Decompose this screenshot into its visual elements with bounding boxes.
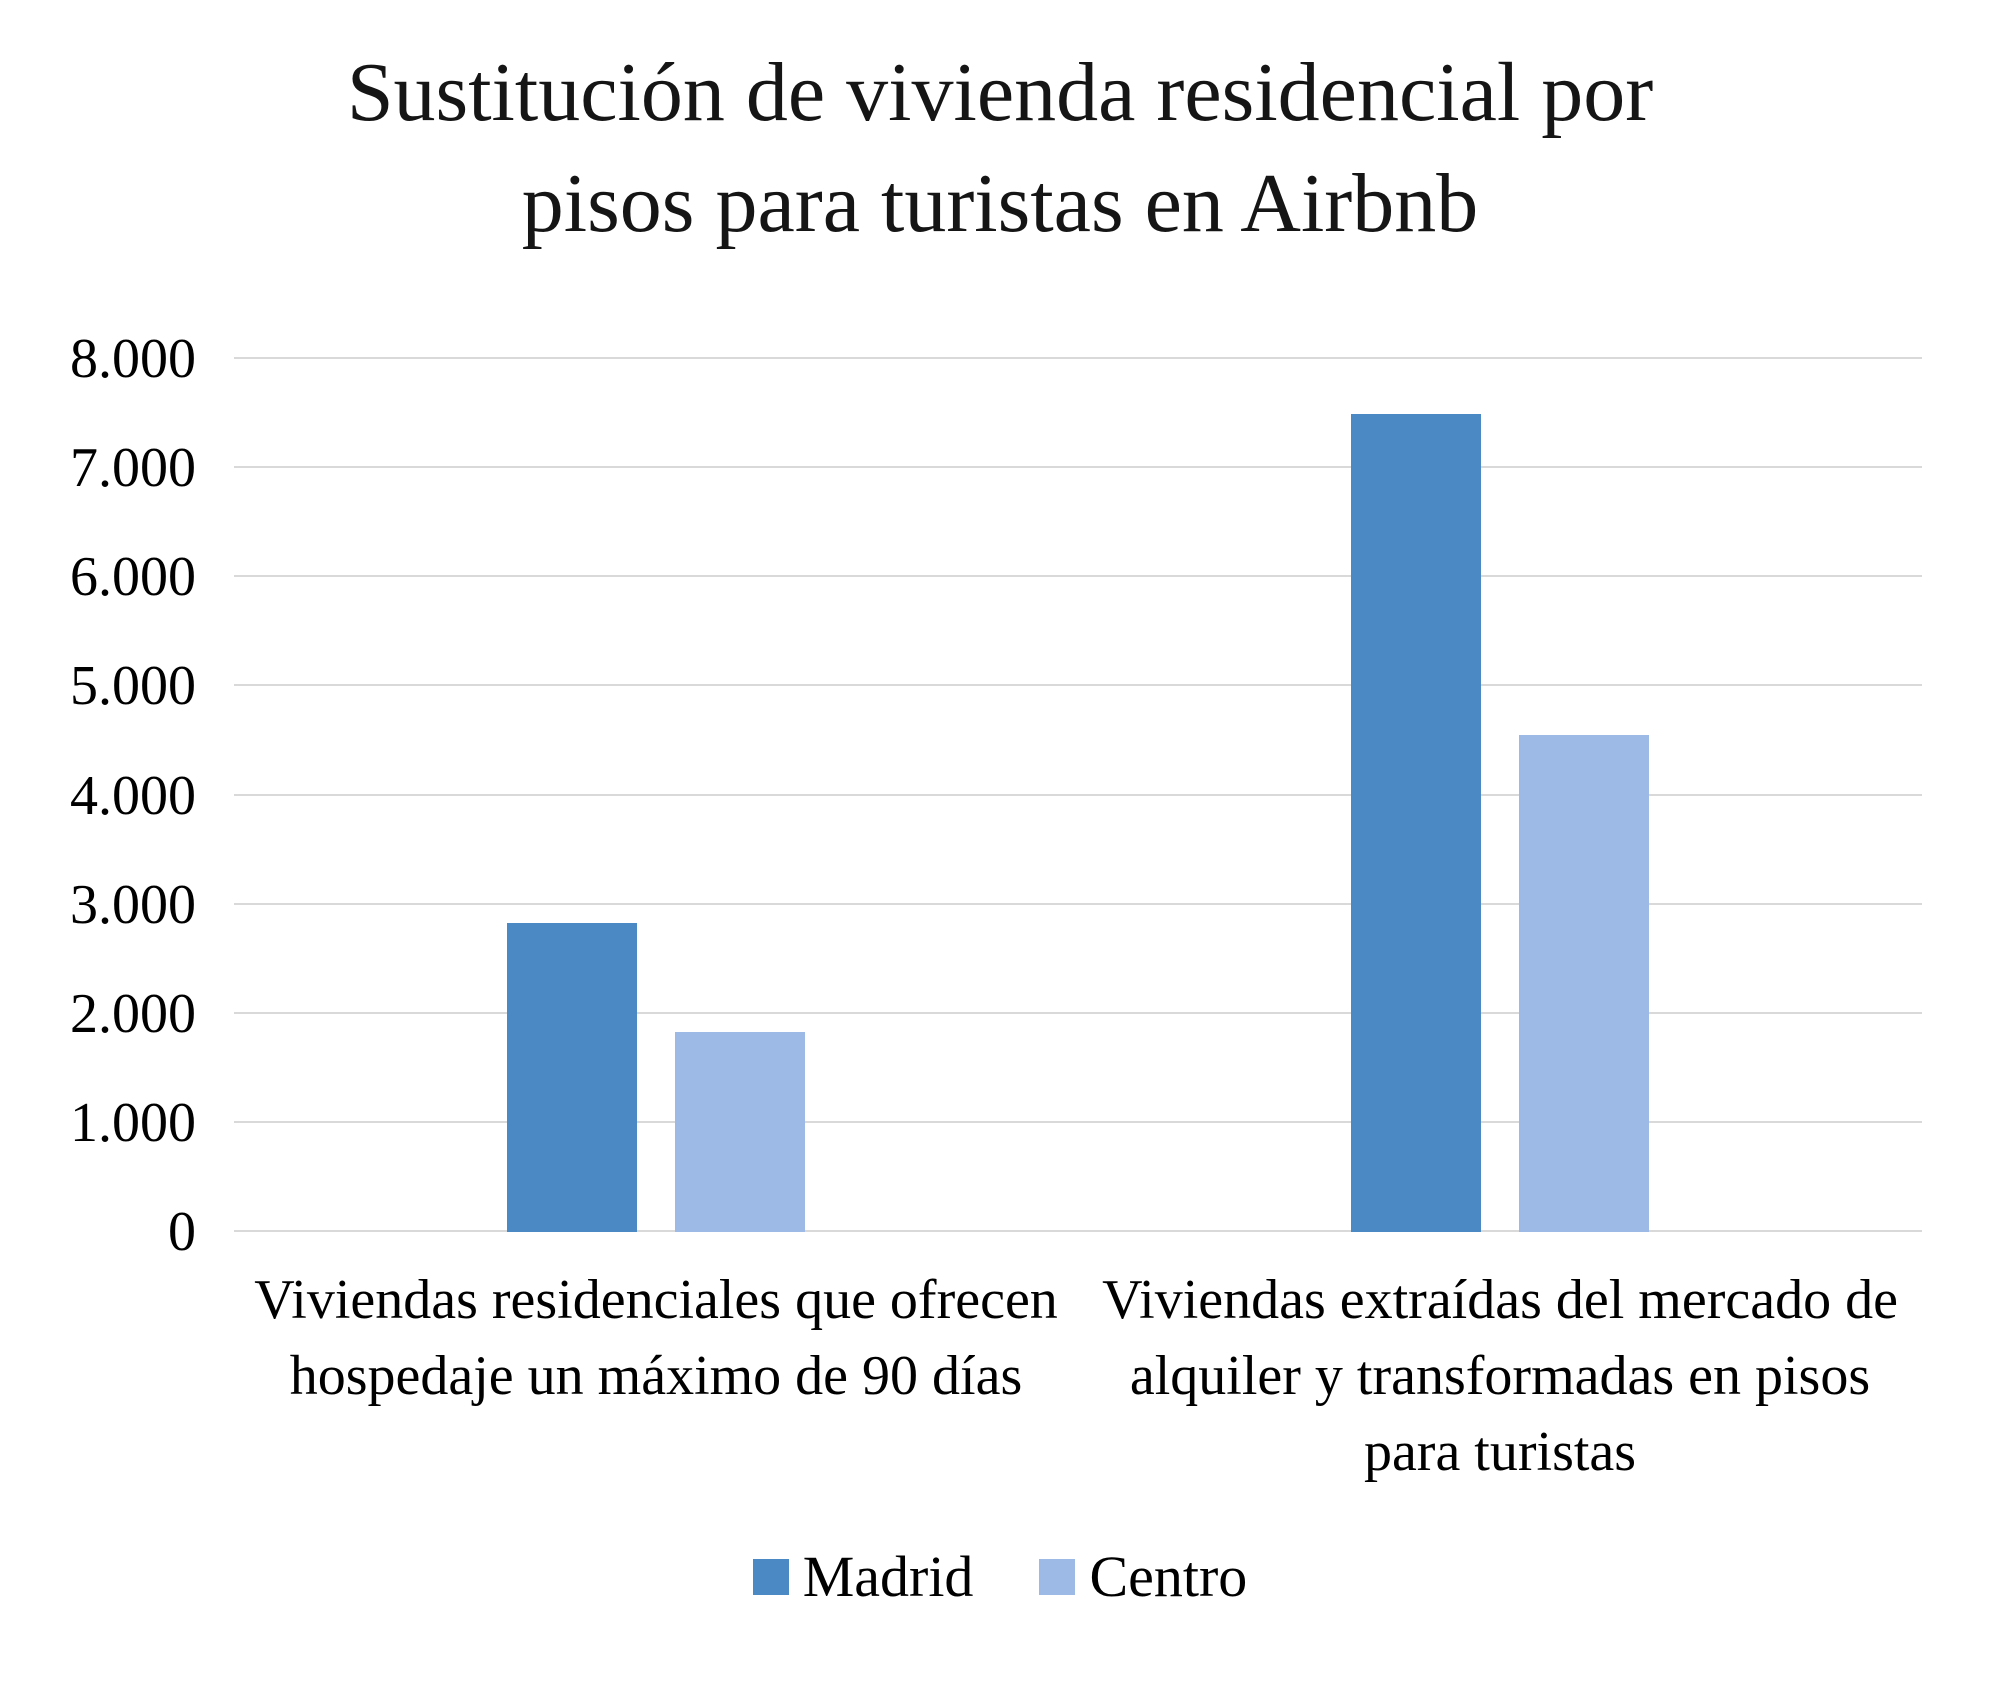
legend-item-centro: Centro (1039, 1548, 1247, 1606)
gridline-7000 (234, 466, 1922, 469)
bar-group-1 (234, 359, 1078, 1232)
y-axis: 0 1.000 2.000 3.000 4.000 5.000 6.000 7.… (0, 331, 204, 1260)
plot-area (234, 357, 1922, 1232)
y-tick-label: 7.000 (70, 437, 196, 500)
x-axis: Viviendas residenciales que ofrecen hosp… (234, 1262, 1922, 1490)
y-tick-label: 5.000 (70, 655, 196, 718)
legend-label-centro: Centro (1089, 1544, 1248, 1609)
legend-item-madrid: Madrid (752, 1544, 974, 1609)
legend: Madrid Centro (0, 1548, 2000, 1606)
chart-title-line-2: pisos para turistas en Airbnb (521, 156, 1479, 250)
y-tick-label: 6.000 (70, 546, 196, 609)
gridline-3000 (234, 902, 1922, 905)
x-category-label-1: Viviendas residenciales que ofrecen hosp… (254, 1269, 1058, 1408)
x-category-label-2: Viviendas extraídas del mercado de alqui… (1102, 1269, 1898, 1484)
chart-title-line-1: Sustitución de vivienda residencial por (346, 46, 1654, 139)
y-tick-label: 2.000 (70, 982, 196, 1045)
legend-swatch-centro (1039, 1559, 1076, 1595)
bar-madrid-category-1 (507, 923, 637, 1232)
gridline-4000 (234, 793, 1922, 796)
gridline-1000 (234, 1120, 1922, 1123)
gridline-0 (234, 1230, 1922, 1232)
legend-swatch-madrid (752, 1559, 789, 1595)
y-tick-label: 1.000 (70, 1091, 196, 1154)
y-tick-label: 3.000 (70, 873, 196, 936)
y-tick-label: 4.000 (70, 764, 196, 827)
gridline-8000 (234, 357, 1922, 359)
gridline-6000 (234, 575, 1922, 578)
chart-title: Sustitución de vivienda residencial por … (0, 38, 2000, 260)
gridline-5000 (234, 684, 1922, 687)
bar-madrid-category-2 (1351, 413, 1481, 1232)
y-tick-label: 0 (168, 1201, 196, 1263)
y-tick-label: 8.000 (70, 328, 196, 390)
legend-label-madrid: Madrid (802, 1544, 974, 1609)
gridline-2000 (234, 1011, 1922, 1014)
bar-centro-category-1 (675, 1032, 805, 1232)
bar-group-2 (1078, 359, 1922, 1232)
bar-centro-category-2 (1519, 735, 1649, 1232)
